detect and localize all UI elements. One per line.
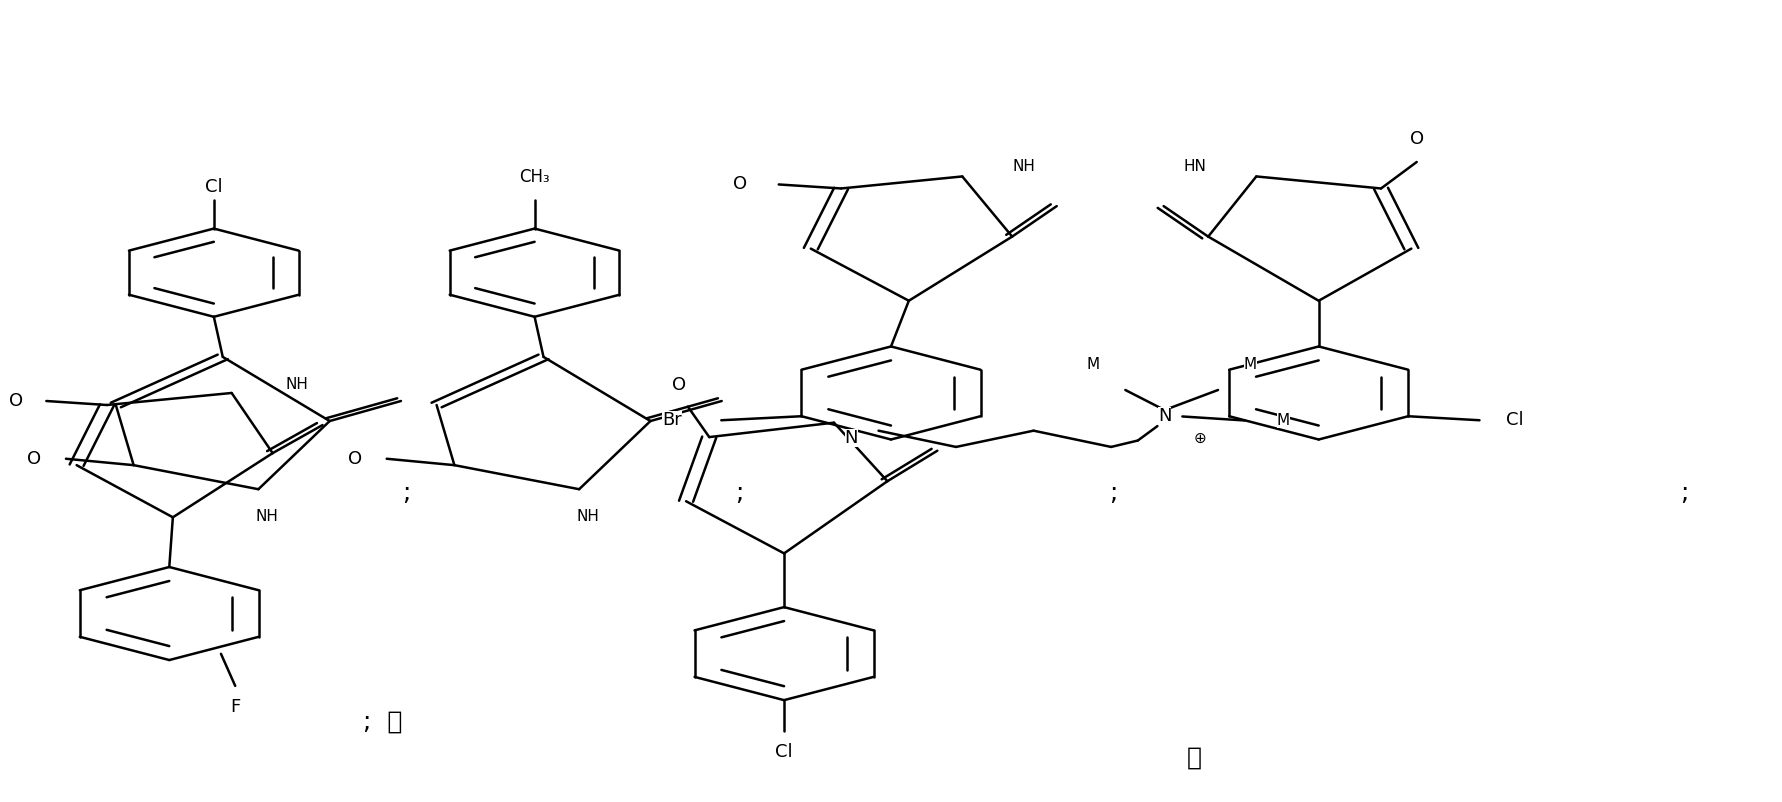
Text: O: O	[672, 376, 686, 394]
Text: N: N	[1158, 407, 1171, 426]
Text: ;: ;	[1680, 481, 1688, 505]
Text: F: F	[230, 698, 241, 716]
Text: HN: HN	[1183, 160, 1206, 174]
Text: O: O	[732, 176, 747, 193]
Text: Br: Br	[663, 411, 683, 429]
Text: ⊕: ⊕	[1194, 431, 1206, 446]
Text: M: M	[1278, 413, 1290, 428]
Text: M: M	[1087, 357, 1099, 371]
Text: Cl: Cl	[775, 743, 793, 760]
Text: NH: NH	[577, 509, 599, 525]
Text: ;  和: ; 和	[364, 710, 403, 734]
Text: O: O	[9, 392, 23, 410]
Text: ;: ;	[403, 481, 410, 505]
Text: CH₃: CH₃	[519, 168, 551, 186]
Text: NH: NH	[257, 509, 278, 525]
Text: N: N	[845, 429, 859, 447]
Text: M: M	[1244, 357, 1256, 371]
Text: 。: 。	[1187, 746, 1201, 770]
Text: ;: ;	[736, 481, 743, 505]
Text: Cl: Cl	[205, 178, 223, 196]
Text: O: O	[1410, 130, 1424, 148]
Text: NH: NH	[1012, 160, 1035, 174]
Text: O: O	[347, 450, 362, 468]
Text: ;: ;	[1110, 481, 1117, 505]
Text: Cl: Cl	[1506, 411, 1524, 429]
Text: NH: NH	[285, 378, 308, 392]
Text: O: O	[27, 450, 41, 468]
